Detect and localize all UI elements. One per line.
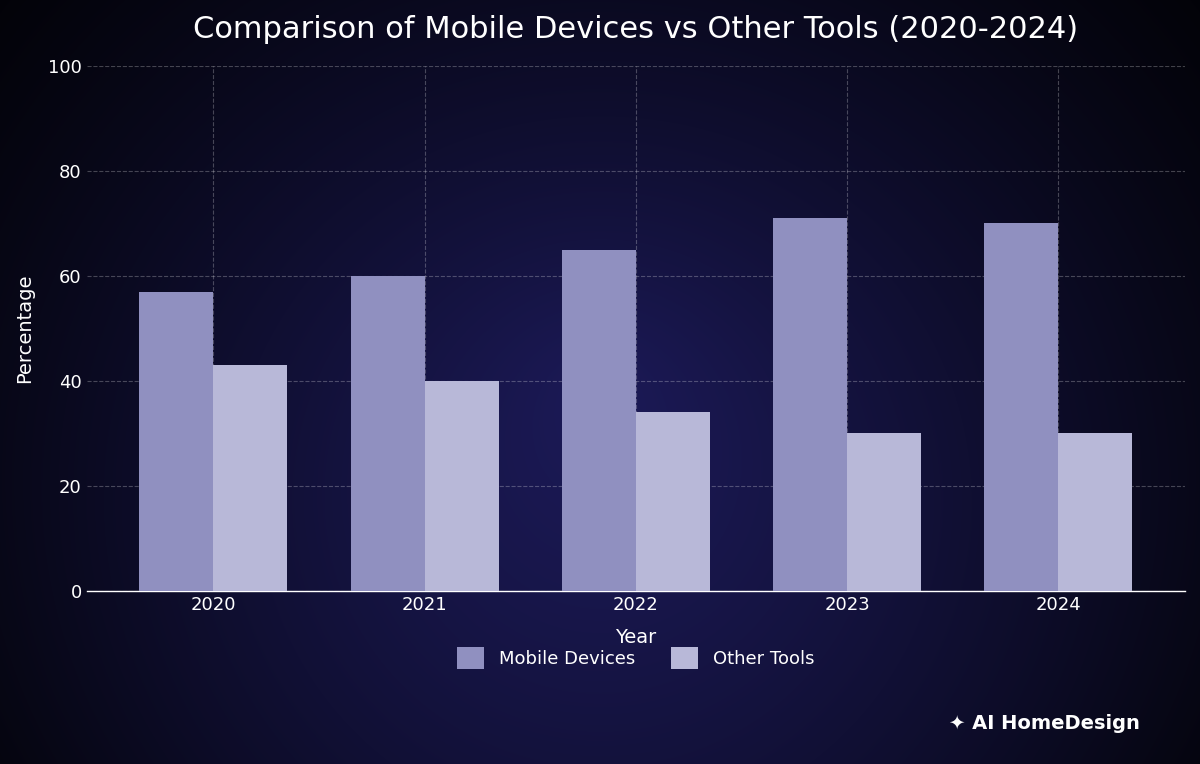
Bar bbox=[773, 218, 847, 591]
Bar bbox=[214, 365, 287, 591]
Bar bbox=[350, 276, 425, 591]
Bar bbox=[139, 292, 214, 591]
Bar bbox=[562, 250, 636, 591]
Bar bbox=[847, 433, 920, 591]
Bar bbox=[636, 413, 709, 591]
Bar bbox=[984, 223, 1058, 591]
Title: Comparison of Mobile Devices vs Other Tools (2020-2024): Comparison of Mobile Devices vs Other To… bbox=[193, 15, 1079, 44]
Text: ✦ AI HomeDesign: ✦ AI HomeDesign bbox=[949, 714, 1140, 733]
Bar bbox=[425, 381, 498, 591]
Y-axis label: Percentage: Percentage bbox=[14, 274, 34, 384]
Bar bbox=[1058, 433, 1132, 591]
X-axis label: Year: Year bbox=[616, 628, 656, 647]
Legend: Mobile Devices, Other Tools: Mobile Devices, Other Tools bbox=[450, 640, 822, 677]
